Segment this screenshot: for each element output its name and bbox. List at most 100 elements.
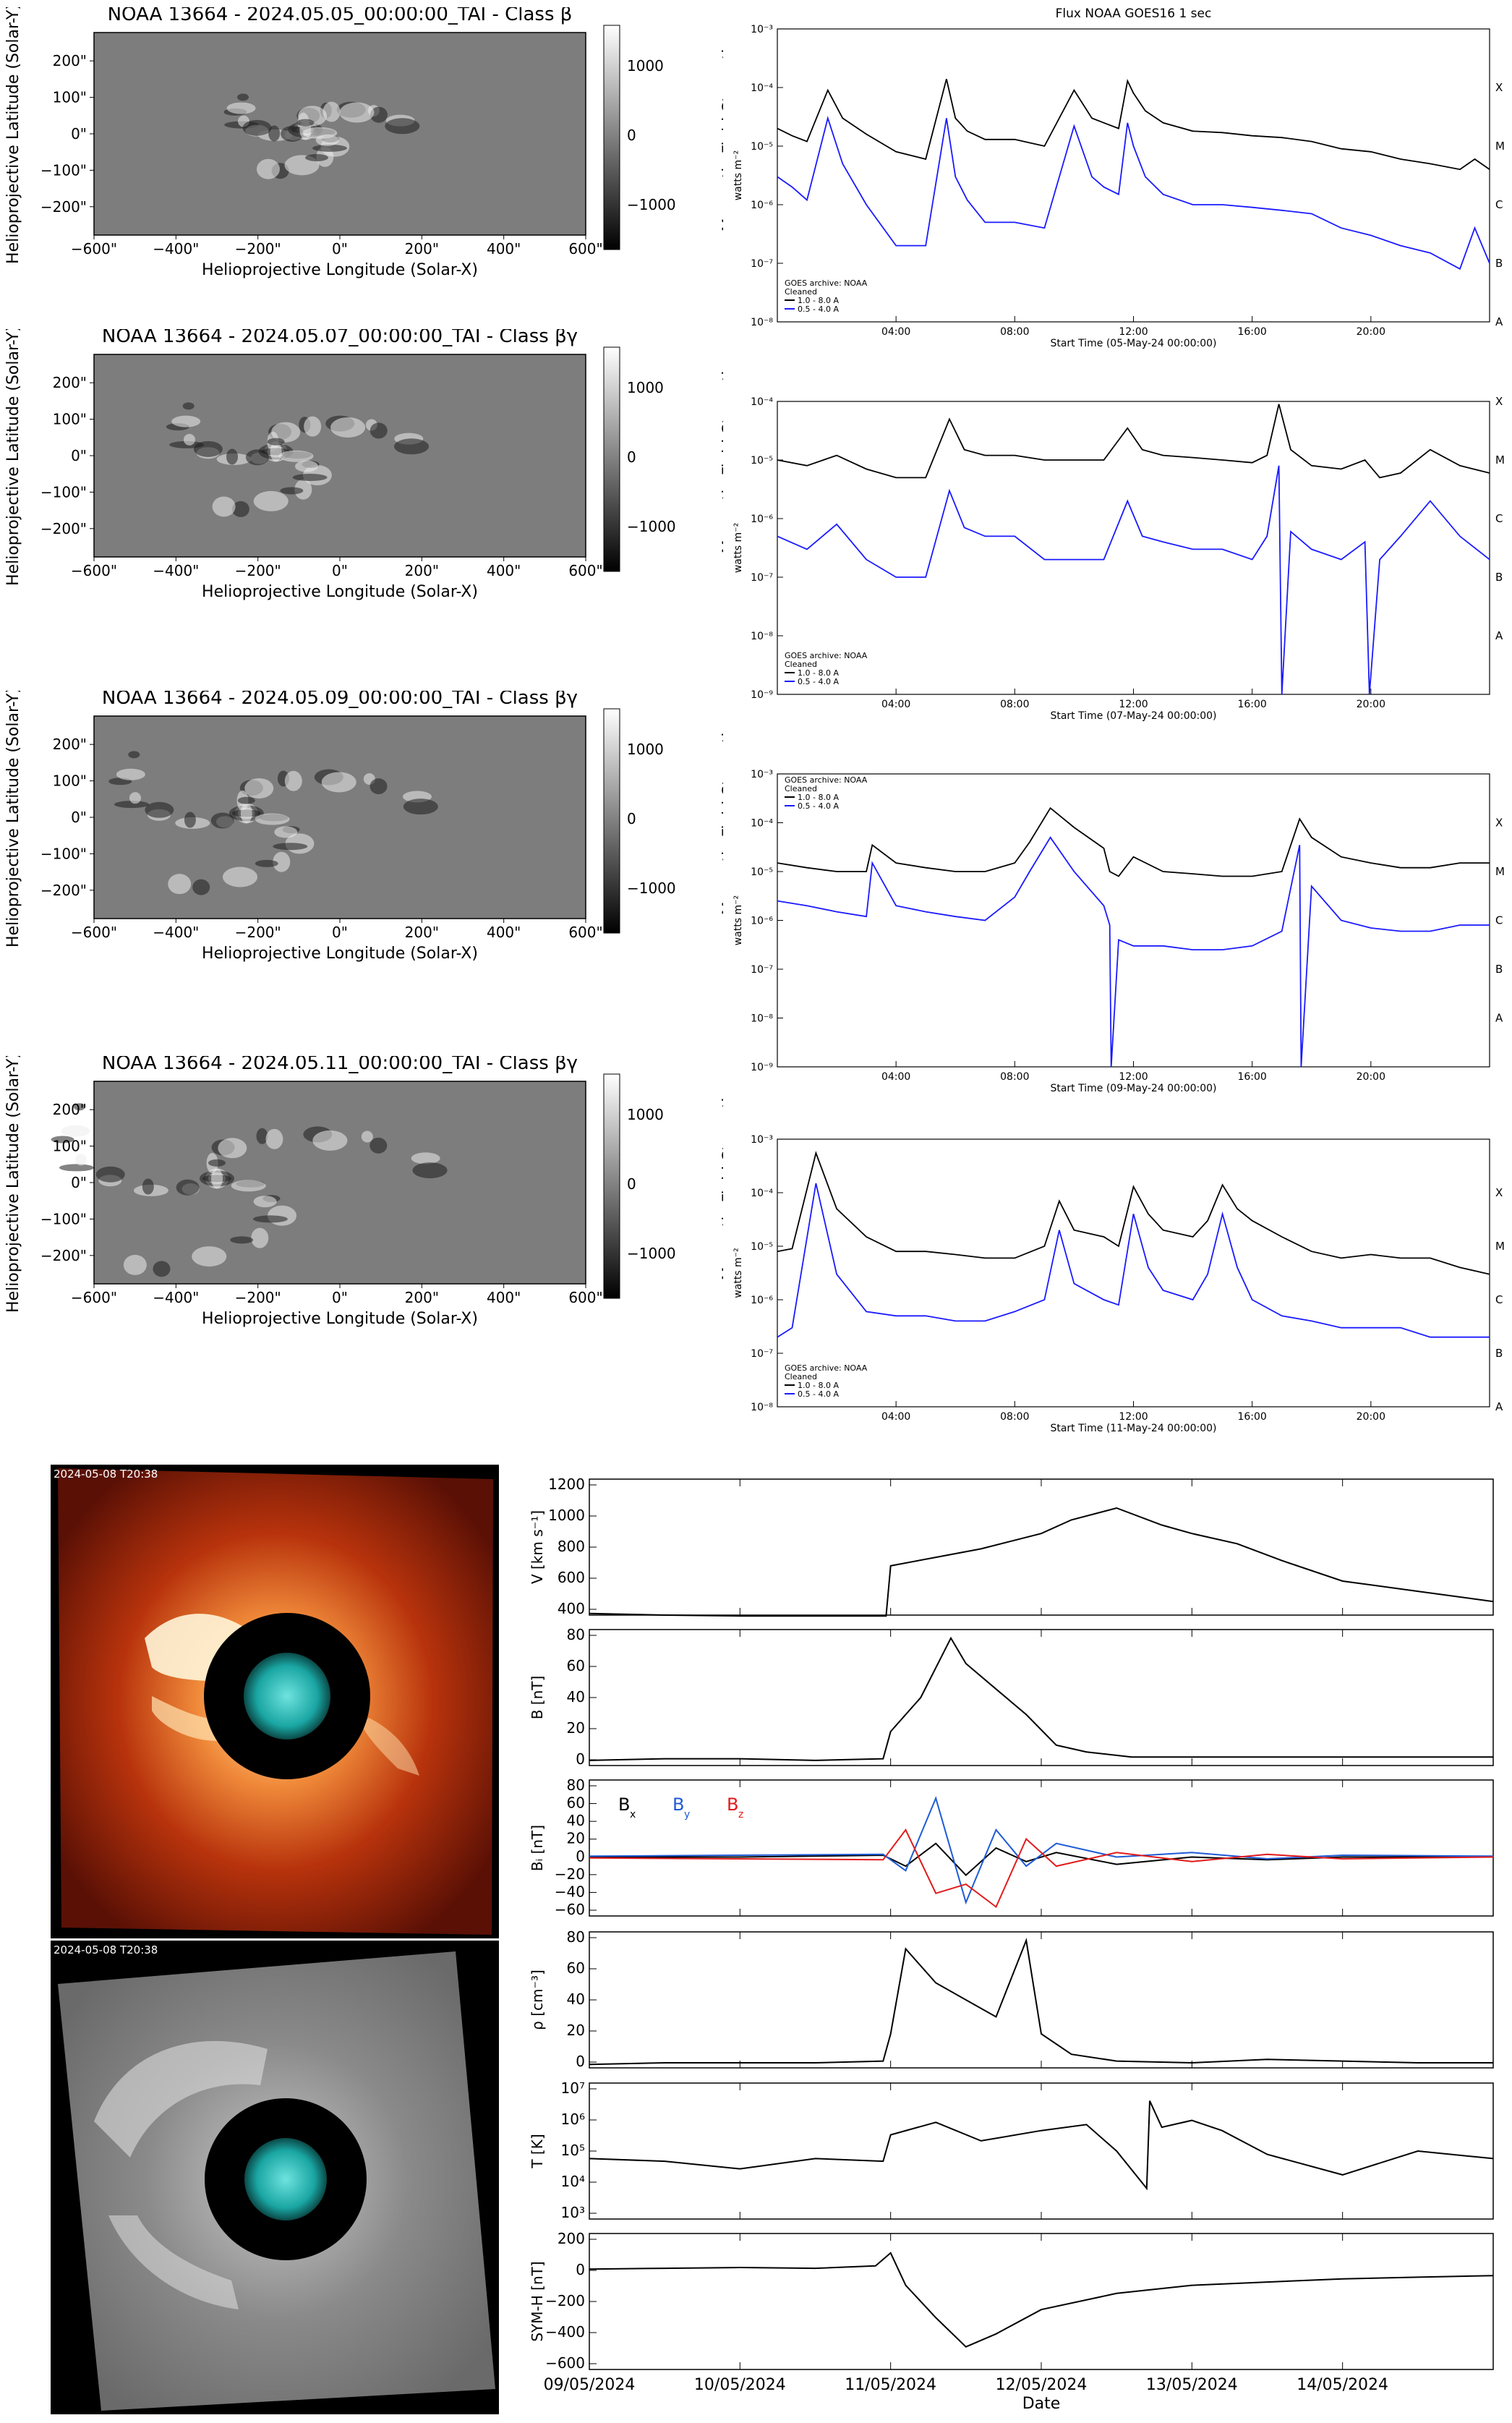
legend-long-label: 1.0 - 8.0 A xyxy=(798,793,839,802)
x-axis-label: Start Time (07-May-24 00:00:00) xyxy=(1050,710,1216,722)
flare-class-label: A xyxy=(1495,1400,1503,1413)
lasco-c3-image: 2024-05-08 T20:38 xyxy=(51,1941,499,2414)
x-tick-label: 0" xyxy=(332,924,348,941)
legend-long-label: 1.0 - 8.0 A xyxy=(798,1381,839,1390)
flare-class-label: C xyxy=(1495,512,1503,525)
y-tick-label: 60 xyxy=(567,1657,585,1674)
y-tick-label: 1000 xyxy=(548,1507,585,1524)
y-tick-label: 10⁷ xyxy=(561,2079,585,2097)
y-tick-label: 0" xyxy=(71,809,87,826)
sw-line xyxy=(589,1507,1494,1617)
y-tick-label: −100" xyxy=(40,1210,87,1227)
x-tick-label: 08:00 xyxy=(1000,1071,1029,1083)
y-tick-label: 10⁻⁵ xyxy=(751,141,773,153)
y-tick-label: 10⁻⁸ xyxy=(751,631,773,642)
x-tick-label: −600" xyxy=(71,1289,117,1306)
colorbar-tick-label: 0 xyxy=(627,448,636,466)
y-axis-label: watts m⁻² xyxy=(732,895,744,945)
y-tick-label: 600 xyxy=(558,1569,585,1586)
magnetogram-title: NOAA 13664 - 2024.05.07_00:00:00_TAI - C… xyxy=(102,329,578,347)
magnetogram-title: NOAA 13664 - 2024.05.09_00:00:00_TAI - C… xyxy=(102,691,578,709)
magnetogram-panel: NOAA 13664 - 2024.05.09_00:00:00_TAI - C… xyxy=(0,687,738,980)
y-tick-label: 200" xyxy=(53,736,87,753)
colorbar xyxy=(603,346,620,572)
x-tick-label: 400" xyxy=(487,562,521,579)
flare-class-label: M xyxy=(1495,865,1505,878)
flare-class-label: A xyxy=(1495,1012,1503,1025)
goes-flux-panel: Flux NOAA GOES16 1 sec 10⁻³ 10⁻⁴ 10⁻⁵ 10⁻⁶ 10… xyxy=(723,0,1512,362)
colorbar-tick-label: 0 xyxy=(627,1175,636,1193)
long-channel-line xyxy=(777,78,1490,171)
x-tick-label: 04:00 xyxy=(881,1071,910,1083)
y-tick-label: −600 xyxy=(545,2354,585,2372)
y-tick-label: −200" xyxy=(40,1247,87,1264)
sw-panel-frame xyxy=(589,1931,1494,2069)
flare-class-label: X xyxy=(1495,395,1503,408)
y-tick-label: 10⁻⁴ xyxy=(751,818,773,830)
colorbar-tick-label: −1000 xyxy=(627,1245,676,1262)
y-tick-label: 10⁻³ xyxy=(751,1134,773,1146)
x-tick-label: −400" xyxy=(153,1289,199,1306)
magnetogram-panel: NOAA 13664 - 2024.05.05_00:00:00_TAI - C… xyxy=(0,4,738,297)
goes-flux-panel: 10⁻⁴ 10⁻⁵ 10⁻⁶ 10⁻⁷ 10⁻⁸ 10⁻⁹ X M C B A 04:00 08:00 1… xyxy=(723,372,1512,734)
sw-line xyxy=(589,1938,1493,2066)
sw-y-axis-label: B [nT] xyxy=(529,1676,546,1720)
goes-flux-panel: 10⁻³ 10⁻⁴ 10⁻⁵ 10⁻⁶ 10⁻⁷ 10⁻⁸ X M C B A 04:00 08:00 1… xyxy=(723,1110,1512,1447)
sw-panel-frame xyxy=(589,1478,1494,1616)
sw-panel-frame xyxy=(589,2233,1494,2370)
x-axis-label: Helioprojective Longitude (Solar-X) xyxy=(202,583,478,601)
y-tick-label: 0" xyxy=(71,125,87,142)
b-legend-subscript: z xyxy=(738,1809,743,1821)
x-tick-label: 04:00 xyxy=(881,699,910,710)
goes-frame xyxy=(777,1138,1490,1408)
y-tick-label: 10⁻⁴ xyxy=(751,82,773,94)
b-component-line xyxy=(589,1828,1494,1909)
x-tick-label: 08:00 xyxy=(1000,1411,1029,1423)
goes-flux-panel: 10⁻³ 10⁻⁴ 10⁻⁵ 10⁻⁶ 10⁻⁷ 10⁻⁸ 10⁻⁹ X M C B A 04:00 08… xyxy=(723,745,1512,1107)
flare-class-label: C xyxy=(1495,198,1503,211)
long-channel-line xyxy=(777,1151,1490,1275)
b-legend-subscript: y xyxy=(684,1809,690,1821)
y-axis-label: Helioprojective Latitude (Solar-Y) xyxy=(4,1056,22,1313)
y-tick-label: 10⁻⁷ xyxy=(751,258,773,270)
y-tick-label: −200 xyxy=(545,2292,585,2309)
x-tick-label: 600" xyxy=(568,924,602,941)
x-tick-label: 12:00 xyxy=(1119,699,1148,710)
legend-source: GOES archive: NOAA xyxy=(785,1363,868,1373)
magnetogram-panel: NOAA 13664 - 2024.05.07_00:00:00_TAI - C… xyxy=(0,325,738,618)
y-tick-label: 0 xyxy=(576,1750,585,1768)
x-tick-label: 600" xyxy=(568,562,602,579)
y-axis-label: Helioprojective Latitude (Solar-Y) xyxy=(4,329,22,586)
y-tick-label: 10⁻⁶ xyxy=(751,1295,773,1306)
y-tick-label: −200" xyxy=(40,198,87,216)
x-tick-label: 200" xyxy=(405,562,439,579)
flare-class-label: M xyxy=(1495,1240,1505,1253)
goes-frame xyxy=(777,773,1490,1068)
legend-long-label: 1.0 - 8.0 A xyxy=(798,668,839,678)
legend-source: GOES archive: NOAA xyxy=(785,775,868,785)
legend-long-label: 1.0 - 8.0 A xyxy=(798,296,839,305)
y-tick-label: 1200 xyxy=(548,1475,585,1493)
x-tick-label: 600" xyxy=(568,1289,602,1306)
x-tick-label: 0" xyxy=(332,1289,348,1306)
y-tick-label: 10⁻³ xyxy=(751,769,773,780)
x-axis-label: Start Time (05-May-24 00:00:00) xyxy=(1050,338,1216,349)
flare-class-label: B xyxy=(1495,571,1503,584)
y-tick-label: 10⁻⁸ xyxy=(751,1013,773,1025)
y-tick-label: 60 xyxy=(567,1959,585,1977)
solar-wind-stack: 1200 1000 800 600 400 V [km s⁻¹] 80 60 40 20 0 B [n… xyxy=(528,1465,1504,2420)
x-axis-label: Start Time (09-May-24 00:00:00) xyxy=(1050,1083,1216,1094)
y-tick-label: −100" xyxy=(40,483,87,501)
b-component-line xyxy=(589,1796,1494,1905)
x-tick-label: 0" xyxy=(332,240,348,257)
date-tick-label: 11/05/2024 xyxy=(845,2376,936,2394)
y-tick-label: 20 xyxy=(567,2022,585,2039)
flare-class-label: C xyxy=(1495,914,1503,927)
x-tick-label: 200" xyxy=(405,1289,439,1306)
x-tick-label: 0" xyxy=(332,562,348,579)
short-channel-line xyxy=(777,836,1490,1068)
sw-line xyxy=(589,1636,1493,1761)
y-tick-label: 10⁻⁵ xyxy=(751,866,773,878)
sw-panel-frame xyxy=(589,1779,1494,1917)
y-tick-label: 100" xyxy=(53,772,87,790)
